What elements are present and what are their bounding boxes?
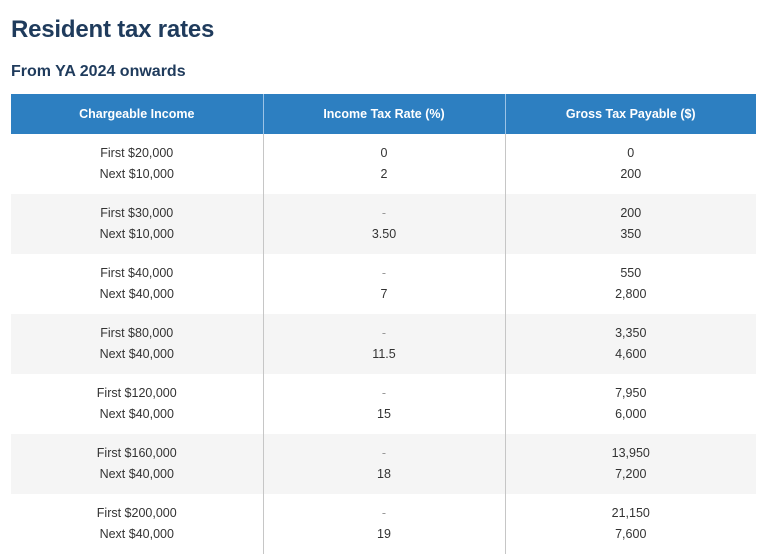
table-row: First $80,000 Next $40,000 - 11.5 3,350 … (11, 314, 756, 374)
table-row: First $200,000 Next $40,000 - 19 21,150 … (11, 494, 756, 554)
rate-first: - (381, 446, 387, 460)
income-first: First $160,000 (96, 446, 177, 460)
table-row: First $30,000 Next $10,000 - 3.50 200 35… (11, 194, 756, 254)
gross-tax-payable-cell: 21,150 7,600 (505, 494, 756, 554)
income-tax-rate-cell: 0 2 (263, 134, 506, 194)
rate-next: 11.5 (372, 347, 396, 361)
table-row: First $120,000 Next $40,000 - 15 7,950 6… (11, 374, 756, 434)
income-tax-rate-cell: - 19 (263, 494, 506, 554)
income-tax-rate-cell: - 15 (263, 374, 506, 434)
tax-next: 7,600 (615, 527, 647, 541)
tax-first: 13,950 (611, 446, 650, 460)
gross-tax-payable-cell: 13,950 7,200 (505, 434, 756, 494)
rate-first: - (381, 206, 387, 220)
rate-next: 18 (377, 467, 391, 481)
income-first: First $80,000 (100, 326, 174, 340)
income-tax-rate-cell: - 3.50 (263, 194, 506, 254)
income-first: First $200,000 (96, 506, 177, 520)
table-header-row: Chargeable Income Income Tax Rate (%) Gr… (11, 94, 756, 134)
table-header: Chargeable Income Income Tax Rate (%) Gr… (11, 94, 756, 134)
tax-next: 4,600 (615, 347, 647, 361)
tax-next: 350 (620, 227, 642, 241)
page-subtitle: From YA 2024 onwards (11, 63, 186, 80)
table-row: First $40,000 Next $40,000 - 7 550 2,800 (11, 254, 756, 314)
rate-first: - (381, 506, 387, 520)
page-title: Resident tax rates (11, 16, 215, 43)
chargeable-income-cell: First $20,000 Next $10,000 (11, 134, 264, 194)
tax-first: 21,150 (611, 506, 650, 520)
rate-next: 3.50 (371, 227, 397, 241)
table-row: First $160,000 Next $40,000 - 18 13,950 … (11, 434, 756, 494)
income-tax-rate-cell: - 7 (263, 254, 506, 314)
income-first: First $30,000 (100, 206, 174, 220)
income-first: First $120,000 (96, 386, 177, 400)
tax-next: 7,200 (615, 467, 647, 481)
income-next: Next $40,000 (99, 527, 174, 541)
income-tax-rate-cell: - 18 (263, 434, 506, 494)
gross-tax-payable-cell: 3,350 4,600 (505, 314, 756, 374)
income-tax-rate-cell: - 11.5 (263, 314, 506, 374)
gross-tax-payable-cell: 7,950 6,000 (505, 374, 756, 434)
income-first: First $40,000 (100, 266, 174, 280)
gross-tax-payable-cell: 550 2,800 (505, 254, 756, 314)
income-next: Next $40,000 (99, 287, 174, 301)
income-next: Next $40,000 (99, 467, 174, 481)
table-row: First $20,000 Next $10,000 0 2 0 200 (11, 134, 756, 194)
income-first: First $20,000 (100, 146, 174, 160)
tax-next: 6,000 (615, 407, 647, 421)
tax-next: 2,800 (615, 287, 647, 301)
header-chargeable-income: Chargeable Income (11, 94, 264, 134)
chargeable-income-cell: First $30,000 Next $10,000 (11, 194, 264, 254)
tax-next: 200 (620, 167, 642, 181)
tax-first: 0 (627, 146, 635, 160)
tax-first: 7,950 (615, 386, 647, 400)
gross-tax-payable-cell: 0 200 (505, 134, 756, 194)
income-next: Next $40,000 (99, 347, 174, 361)
chargeable-income-cell: First $40,000 Next $40,000 (11, 254, 264, 314)
tax-first: 3,350 (615, 326, 647, 340)
rate-next: 19 (377, 527, 391, 541)
tax-first: 200 (620, 206, 642, 220)
header-gross-tax-payable: Gross Tax Payable ($) (505, 94, 756, 134)
tax-first: 550 (620, 266, 642, 280)
table-body: First $20,000 Next $10,000 0 2 0 200 Fir… (11, 134, 756, 554)
chargeable-income-cell: First $160,000 Next $40,000 (11, 434, 264, 494)
income-next: Next $10,000 (99, 227, 174, 241)
income-next: Next $10,000 (99, 167, 174, 181)
income-next: Next $40,000 (99, 407, 174, 421)
rate-next: 15 (377, 407, 391, 421)
chargeable-income-cell: First $80,000 Next $40,000 (11, 314, 264, 374)
gross-tax-payable-cell: 200 350 (505, 194, 756, 254)
resident-tax-rates-table: Chargeable Income Income Tax Rate (%) Gr… (11, 94, 756, 554)
rate-next: 7 (380, 287, 388, 301)
header-income-tax-rate: Income Tax Rate (%) (263, 94, 506, 134)
rate-first: - (381, 386, 387, 400)
chargeable-income-cell: First $120,000 Next $40,000 (11, 374, 264, 434)
rate-first: - (381, 266, 387, 280)
rate-next: 2 (380, 167, 388, 181)
rate-first: 0 (380, 146, 388, 160)
chargeable-income-cell: First $200,000 Next $40,000 (11, 494, 264, 554)
rate-first: - (381, 326, 387, 340)
